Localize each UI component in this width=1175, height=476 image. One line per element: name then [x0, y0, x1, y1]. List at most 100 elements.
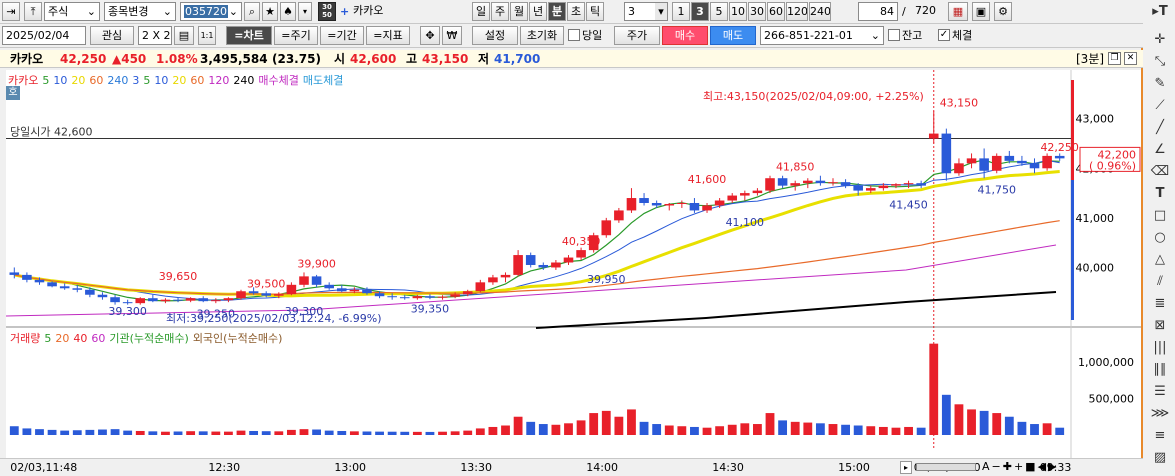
chart-button[interactable]: =차트: [226, 26, 272, 45]
interval-button-240[interactable]: 240: [809, 2, 831, 21]
period-tab-6[interactable]: 틱: [586, 2, 604, 21]
market-select[interactable]: 주식 ⌄: [44, 2, 100, 21]
period-tab-4[interactable]: 분: [548, 2, 566, 21]
volume-bar: [337, 430, 347, 435]
volume-bar: [135, 430, 145, 435]
list-tool-icon[interactable]: ≡: [1154, 428, 1166, 443]
balance-checkbox[interactable]: [888, 29, 900, 41]
interval-button-60[interactable]: 60: [767, 2, 785, 21]
box-tool-icon[interactable]: ⊠: [1154, 318, 1166, 333]
stock-code-input[interactable]: 035720 ⌄: [180, 2, 242, 21]
angle-tool-icon[interactable]: ∠: [1154, 142, 1166, 157]
circle-tool-icon[interactable]: ○: [1154, 230, 1166, 245]
candle-body: [1042, 155, 1052, 169]
levels-tool-icon[interactable]: ☰: [1154, 384, 1166, 399]
brush-tool-icon[interactable]: ⟋: [1155, 98, 1165, 113]
price-label: 41,100: [726, 216, 765, 229]
period-tab-5[interactable]: 초: [567, 2, 585, 21]
star-icon[interactable]: ★: [262, 2, 278, 21]
zoom-controls[interactable]: A−✚+■◀▶: [982, 460, 1059, 473]
settings-button[interactable]: 설정: [472, 26, 518, 45]
legend-item: 20: [55, 332, 70, 345]
period-button[interactable]: =기간: [320, 26, 364, 45]
up-arrow-icon[interactable]: ⤒: [24, 2, 42, 21]
triangle-tool-icon[interactable]: △: [1155, 252, 1165, 267]
spade-icon[interactable]: ♠: [280, 2, 296, 21]
interval-button-10[interactable]: 10: [729, 2, 747, 21]
interval-button-1[interactable]: 1: [672, 2, 690, 21]
volume-legend: 거래량 5 20 40 60 기관(누적순매수) 외국인(누적순매수): [10, 330, 286, 346]
today-checkbox[interactable]: [568, 29, 580, 41]
count-input[interactable]: 84: [858, 2, 898, 21]
bars-tool-icon[interactable]: |||: [1153, 340, 1167, 355]
date-input[interactable]: 2025/02/04: [2, 26, 86, 45]
channel-tool-icon[interactable]: ⫽: [1157, 274, 1163, 289]
interval-button-3[interactable]: 3: [691, 2, 709, 21]
gann-tool-icon[interactable]: ⋙: [1150, 406, 1170, 421]
quote-open: 42,600: [350, 52, 397, 66]
ho-badge[interactable]: 호: [6, 86, 20, 100]
columns-tool-icon[interactable]: ∥∥: [1153, 362, 1167, 377]
period-tab-3[interactable]: 년: [529, 2, 547, 21]
period-tab-2[interactable]: 월: [510, 2, 528, 21]
search-icon[interactable]: ⌕: [244, 2, 260, 21]
chart-canvas[interactable]: 당일시가 42,60043,00042,00041,00040,0001,000…: [5, 70, 1141, 458]
stock-name-field: 카카오: [353, 4, 384, 17]
down-triangle-icon[interactable]: ▾: [298, 2, 312, 21]
quote-price: 42,250: [60, 52, 107, 66]
layout-select[interactable]: 2 X 2: [138, 26, 172, 45]
eraser-tool-icon[interactable]: ⌫: [1150, 164, 1170, 179]
last-price: 42,200: [1098, 148, 1137, 161]
account-select[interactable]: 266-851-221-01 ⌄: [760, 26, 884, 45]
close-icon[interactable]: ✕: [1124, 52, 1137, 65]
interval-select[interactable]: 3 ▾: [624, 2, 668, 21]
calendar-icon[interactable]: ▤: [174, 26, 194, 45]
crosshair-icon[interactable]: ✥: [420, 26, 440, 45]
change-stock-select[interactable]: 종목변경 ⌄: [104, 2, 176, 21]
pointer-tool-icon[interactable]: ⤡: [1154, 54, 1166, 69]
low-label: 저: [478, 52, 490, 66]
add-icon[interactable]: +: [340, 5, 350, 18]
watchlist-button[interactable]: 관심: [90, 26, 134, 45]
won-icon[interactable]: ₩: [442, 26, 462, 45]
buy-button[interactable]: 매수: [662, 26, 708, 45]
line-tool-icon[interactable]: ╱: [1156, 120, 1164, 135]
volume-bar: [438, 431, 447, 435]
interval-button-120[interactable]: 120: [786, 2, 808, 21]
fibonacci-tool-icon[interactable]: ≣: [1154, 296, 1166, 311]
zoom-slider[interactable]: [916, 463, 976, 471]
volume-bar: [463, 430, 473, 435]
price-button[interactable]: 주가: [614, 26, 660, 45]
sell-button[interactable]: 매도: [710, 26, 756, 45]
candle-body: [551, 262, 561, 268]
gear-icon[interactable]: ⚙: [994, 2, 1012, 21]
volume-bar: [1017, 421, 1027, 435]
image-tool-icon[interactable]: ▨: [1153, 450, 1167, 465]
grid-icon[interactable]: ▦: [948, 2, 968, 21]
price-label: 41,850: [776, 161, 815, 174]
cursor-t-icon[interactable]: ▸T: [1152, 4, 1168, 19]
restore-icon[interactable]: ❐: [1108, 52, 1121, 65]
period-tab-0[interactable]: 일: [472, 2, 490, 21]
pen-tool-icon[interactable]: ✎: [1154, 76, 1166, 91]
candle-body: [815, 180, 826, 184]
period-tab-1[interactable]: 주: [491, 2, 509, 21]
candle-body: [72, 288, 83, 290]
interval-button-5[interactable]: 5: [710, 2, 728, 21]
text-tool-icon[interactable]: T: [1155, 186, 1165, 201]
code-toggle-icon[interactable]: 30 50: [318, 2, 336, 21]
fill-checkbox[interactable]: ✓: [938, 29, 950, 41]
cycle-button[interactable]: =주기: [274, 26, 318, 45]
scroll-right-icon[interactable]: ▸: [900, 461, 912, 474]
save-icon[interactable]: ▣: [972, 2, 990, 21]
ratio-button[interactable]: 1:1: [198, 26, 216, 45]
cross-tool-icon[interactable]: ✛: [1154, 32, 1166, 47]
indicator-button[interactable]: =지표: [366, 26, 410, 45]
chart-pane[interactable]: 당일시가 42,60043,00042,00041,00040,0001,000…: [5, 70, 1141, 458]
pin-icon[interactable]: ⇥: [2, 2, 20, 21]
candle-body: [500, 274, 511, 278]
reset-button[interactable]: 초기화: [520, 26, 564, 45]
rectangle-tool-icon[interactable]: □: [1153, 208, 1167, 223]
candle-body: [299, 276, 309, 285]
interval-button-30[interactable]: 30: [748, 2, 766, 21]
